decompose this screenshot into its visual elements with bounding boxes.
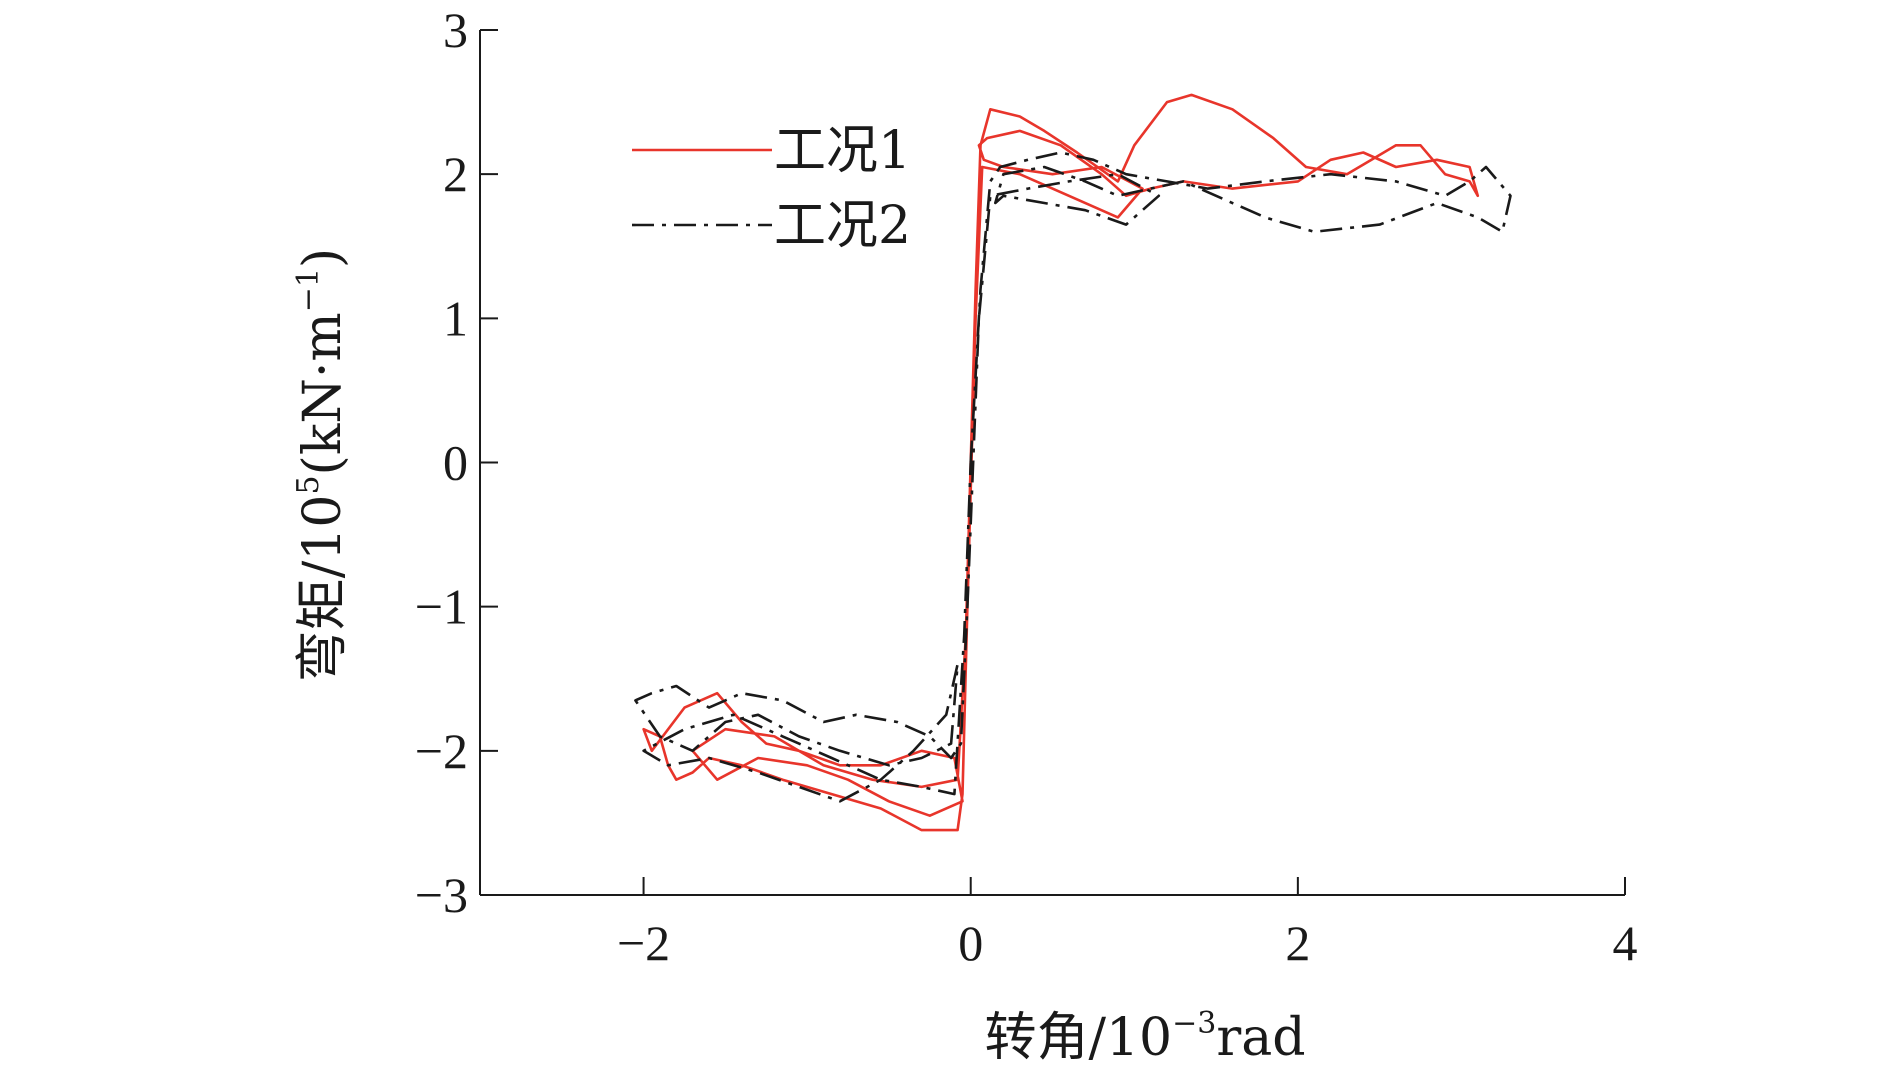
x-tick-label: 4 [1613, 915, 1638, 971]
y-tick-label: 0 [443, 435, 468, 491]
y-tick-label: −1 [415, 579, 468, 635]
series-line-2 [634, 151, 1512, 803]
y-axis-title: 弯矩/105(kN·m−1) [291, 248, 353, 682]
x-tick-label: 0 [958, 915, 983, 971]
y-tick-label: −2 [415, 723, 468, 779]
axes-layer [479, 30, 1625, 896]
legend-label-2: 工况2 [774, 196, 911, 256]
ticks-layer: −2 0 2 4 −3 −2 −1 0 1 2 3 [415, 2, 1638, 971]
y-tick-label: 2 [443, 146, 468, 202]
y-tick-label: 3 [443, 2, 468, 58]
y-tick-label: −3 [415, 867, 468, 923]
y-tick-label: 1 [443, 290, 468, 346]
legend-label-1: 工况1 [774, 121, 911, 181]
x-tick-label: 2 [1285, 915, 1310, 971]
x-axis-title: 转角/10−3rad [984, 1006, 1305, 1068]
x-tick-label: −2 [617, 915, 670, 971]
series-layer [634, 93, 1512, 832]
